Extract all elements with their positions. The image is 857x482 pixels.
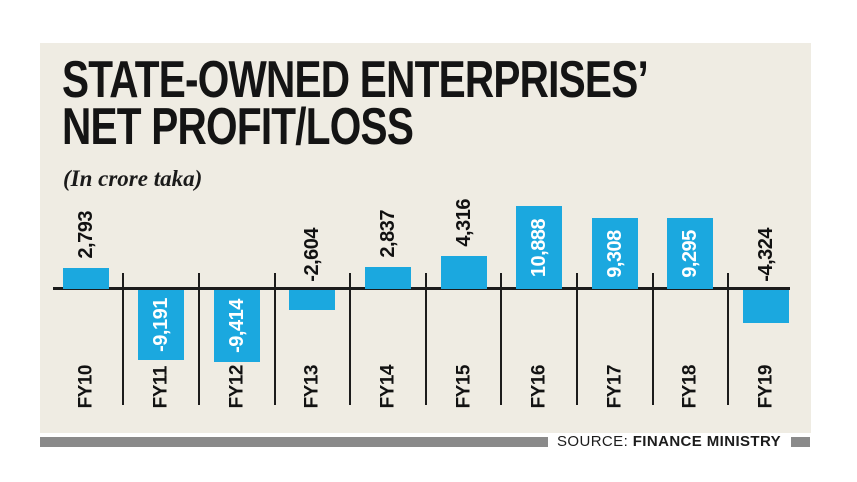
category-separator — [651, 273, 654, 405]
category-label-FY12: FY12 — [226, 364, 248, 408]
category-label-FY13: FY13 — [301, 364, 323, 408]
bar-FY16 — [516, 206, 563, 289]
category-label-FY10: FY10 — [75, 364, 96, 408]
category-separator — [349, 273, 352, 405]
value-label-FY16: 10,888 — [528, 218, 551, 277]
source-divider-left — [40, 437, 548, 447]
bar-FY15 — [440, 256, 487, 289]
chart-title-line2: NET PROFIT/LOSS — [62, 98, 414, 156]
source-line: SOURCE: FINANCE MINISTRY — [557, 433, 781, 450]
value-label-FY13: -2,604 — [301, 228, 324, 282]
value-label-FY19: -4,324 — [754, 228, 777, 282]
bar-FY11 — [138, 290, 185, 360]
category-label-FY18: FY18 — [679, 364, 701, 408]
category-label-FY14: FY14 — [377, 364, 399, 408]
source-prefix: SOURCE: — [557, 433, 629, 450]
category-separator — [575, 273, 578, 405]
category-separator — [273, 273, 276, 405]
category-label-FY17: FY17 — [604, 364, 626, 408]
value-label-FY10: 2,793 — [74, 211, 97, 259]
category-label-FY16: FY16 — [528, 364, 550, 408]
value-label-FY11: -9,191 — [150, 298, 173, 352]
source-name: FINANCE MINISTRY — [632, 433, 782, 450]
chart-panel: STATE-OWNED ENTERPRISES’ NET PROFIT/LOSS… — [40, 43, 811, 433]
value-label-FY14: 2,837 — [376, 210, 399, 258]
bar-FY19 — [742, 290, 789, 323]
bar-FY13 — [289, 290, 336, 310]
category-separator — [500, 273, 503, 405]
category-separator — [197, 273, 200, 405]
bar-FY18 — [667, 218, 714, 289]
bar-FY12 — [213, 290, 260, 362]
chart-title: STATE-OWNED ENTERPRISES’ NET PROFIT/LOSS — [62, 51, 649, 156]
category-label-FY11: FY11 — [150, 365, 172, 408]
category-label-FY19: FY19 — [755, 364, 777, 408]
category-separator — [424, 273, 427, 405]
category-label-FY15: FY15 — [453, 364, 474, 408]
bar-FY14 — [364, 267, 411, 289]
value-label-FY18: 9,295 — [679, 229, 702, 278]
source-divider-right — [791, 437, 810, 447]
bar-FY17 — [591, 218, 638, 289]
value-label-FY17: 9,308 — [603, 229, 626, 278]
x-axis-line — [53, 287, 790, 290]
category-separator — [727, 273, 730, 405]
value-label-FY15: 4,316 — [452, 199, 475, 247]
chart-unit-note: (In crore taka) — [63, 166, 203, 191]
category-separator — [122, 273, 125, 405]
value-label-FY12: -9,414 — [225, 299, 248, 353]
bar-FY10 — [62, 268, 109, 289]
chart-title-line1: STATE-OWNED ENTERPRISES’ — [62, 51, 649, 109]
